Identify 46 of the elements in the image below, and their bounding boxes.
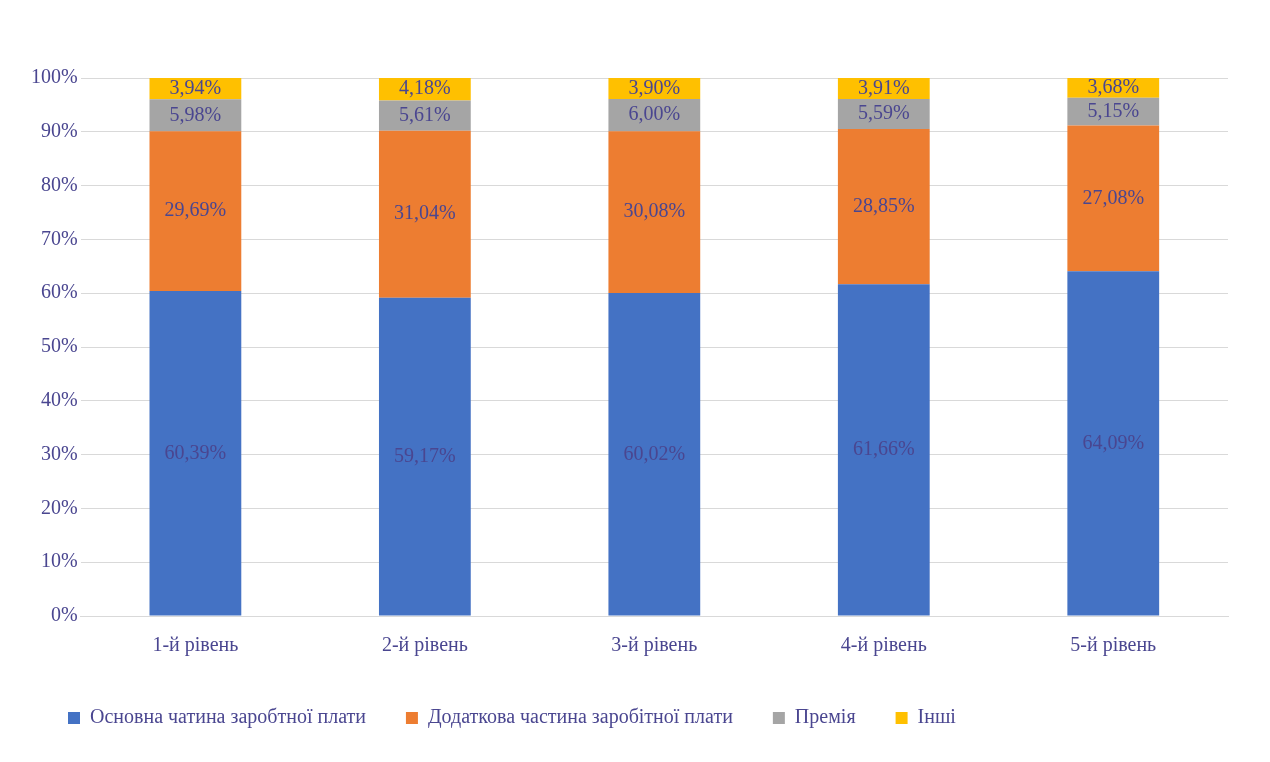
bar — [378, 297, 471, 616]
bar — [1067, 125, 1160, 272]
data-label: 30,08% — [623, 199, 686, 222]
y-tick-label: 60% — [40, 280, 78, 303]
data-label: 29,69% — [164, 198, 227, 221]
data-label: 3,90% — [628, 75, 681, 98]
legend-label: Премія — [794, 705, 856, 729]
data-label: 28,85% — [852, 193, 915, 216]
data-label: 3,68% — [1087, 75, 1140, 98]
legend-label: Основна чатина заробтної плати — [90, 705, 367, 729]
bar — [378, 130, 471, 298]
y-tick-label: 40% — [40, 388, 78, 411]
data-label: 3,94% — [169, 75, 222, 98]
x-tick-label: 1-й рівень — [152, 633, 239, 657]
bar — [149, 131, 242, 292]
legend-label: Додаткова частина заробітної плати — [427, 705, 734, 729]
bar — [837, 129, 930, 285]
y-tick-label: 70% — [40, 226, 78, 249]
y-tick-label: 50% — [40, 334, 78, 357]
y-tick-label: 20% — [40, 495, 78, 518]
bar — [608, 131, 701, 294]
y-tick-label: 0% — [50, 603, 78, 626]
legend-label: Інші — [917, 705, 957, 728]
data-label: 5,61% — [399, 102, 451, 125]
y-tick-label: 10% — [40, 549, 78, 572]
data-label: 31,04% — [394, 201, 456, 224]
bar — [608, 293, 701, 616]
x-tick-label: 4-й рівень — [840, 633, 927, 657]
data-label: 5,15% — [1087, 98, 1140, 121]
y-tick-label: 80% — [40, 172, 78, 195]
bar — [1067, 271, 1160, 616]
data-label: 6,00% — [628, 102, 681, 125]
data-label: 5,98% — [169, 102, 222, 125]
y-tick-label: 90% — [40, 119, 78, 142]
y-tick-label: 100% — [30, 65, 78, 88]
bar — [149, 291, 242, 616]
y-tick-label: 30% — [40, 441, 78, 464]
data-label: 3,91% — [857, 75, 910, 98]
data-label: 4,18% — [399, 76, 451, 99]
bar — [837, 284, 930, 616]
data-label: 5,59% — [857, 101, 910, 124]
x-tick-label: 3-й рівень — [611, 633, 698, 657]
data-label: 27,08% — [1082, 185, 1145, 208]
x-tick-label: 2-й рівень — [381, 633, 468, 657]
x-tick-label: 5-й рівень — [1070, 633, 1157, 657]
bar — [378, 100, 471, 131]
